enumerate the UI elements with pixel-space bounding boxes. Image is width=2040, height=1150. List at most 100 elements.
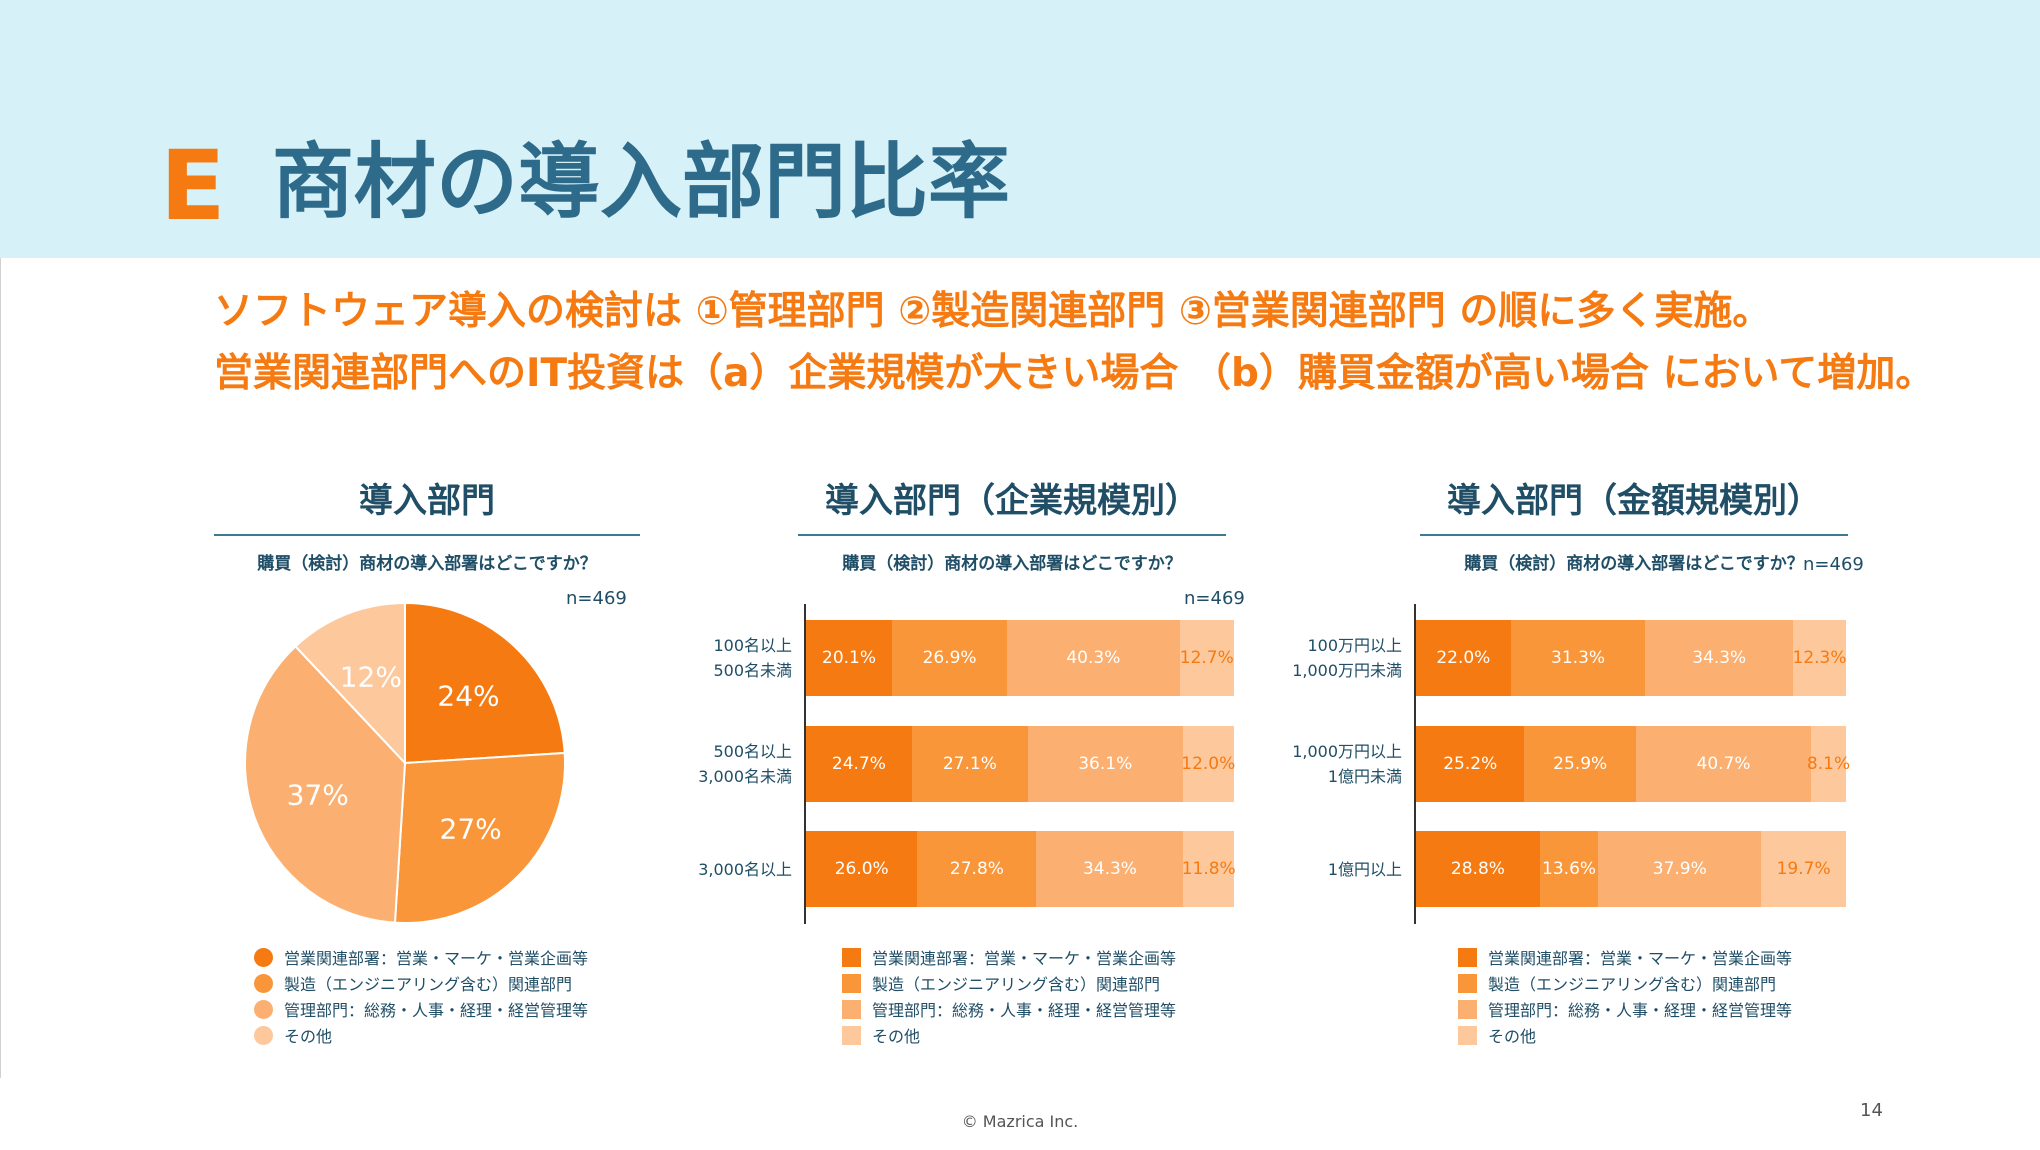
- bar-segment: 20.1%: [806, 620, 893, 696]
- bar-category-label-line: 1,000万円以上: [1292, 742, 1402, 761]
- bar-row: 25.2% 25.9% 40.7% 8.1%: [1416, 726, 1850, 802]
- header-band: [0, 0, 2040, 258]
- bar-row: 22.0% 31.3% 34.3% 12.3%: [1416, 620, 1847, 696]
- legend-label: 製造（エンジニアリング含む）関連部門: [1488, 975, 1777, 994]
- company-size-sample-size: n=469: [1184, 588, 1245, 609]
- bar-category-label: 3,000名以上: [592, 857, 792, 882]
- pie-question: 購買（検討）商材の導入部署はどこですか？: [257, 554, 597, 574]
- pie-legend: 営業関連部署：営業・マーケ・営業企画等 製造（エンジニアリング含む）関連部門 管理部…: [254, 944, 588, 1048]
- legend-item: 営業関連部署：営業・マーケ・営業企画等: [1458, 944, 1792, 970]
- page-edge: [0, 258, 1, 1078]
- amount-size-question: 購買（検討）商材の導入部署はどこですか？: [1464, 554, 1804, 574]
- bar-segment: 40.7%: [1635, 726, 1812, 802]
- legend-label: 管理部門：総務・人事・経理・経営管理等: [872, 1001, 1177, 1020]
- legend-label: 製造（エンジニアリング含む）関連部門: [284, 975, 573, 994]
- amount-size-legend: 営業関連部署：営業・マーケ・営業企画等 製造（エンジニアリング含む）関連部門 管理部…: [1458, 944, 1792, 1048]
- bar-segment: 27.8%: [917, 831, 1037, 907]
- pie-slice-label: 24%: [437, 679, 499, 712]
- pie-slice-label: 37%: [287, 778, 349, 811]
- amount-size-chart-title: 導入部門（金額規模別）: [1447, 481, 1821, 521]
- bar-segment: 25.2%: [1416, 726, 1525, 802]
- bar-category-label: 500名以上 3,000名未満: [592, 739, 792, 789]
- pie-sample-size: n=469: [566, 588, 627, 609]
- legend-swatch: [1458, 999, 1477, 1019]
- page-title: 商材の導入部門比率: [272, 135, 1011, 230]
- section-letter: E: [160, 130, 226, 242]
- bar-segment: 12.0%: [1181, 726, 1235, 802]
- company-size-question: 購買（検討）商材の導入部署はどこですか？: [842, 554, 1182, 574]
- pie-slice-label: 12%: [340, 661, 402, 694]
- bar-segment: 34.3%: [1645, 620, 1794, 696]
- bar-segment: 22.0%: [1416, 620, 1511, 696]
- bar-segment: 12.7%: [1179, 620, 1234, 696]
- bar-row: 28.8% 13.6% 37.9% 19.7%: [1416, 831, 1846, 907]
- bar-row: 26.0% 27.8% 34.3% 11.8%: [806, 831, 1236, 907]
- legend-swatch: [1458, 947, 1477, 967]
- pie-slice: [404, 601, 566, 765]
- lead-line-1: ソフトウェア導入の検討は ①管理部門 ②製造関連部門 ③営業関連部門 の順に多く…: [214, 289, 1772, 334]
- bar-category-label: 100名以上 500名未満: [592, 633, 792, 683]
- legend-swatch: [254, 947, 273, 967]
- bar-segment: 40.3%: [1007, 620, 1180, 696]
- bar-category-label-line: 100名以上: [713, 636, 792, 655]
- legend-item: 管理部門：総務・人事・経理・経営管理等: [254, 996, 588, 1022]
- bar-category-label: 1億円以上: [1202, 857, 1402, 882]
- bar-category-label: 100万円以上 1,000万円未満: [1202, 633, 1402, 683]
- legend-swatch: [254, 999, 273, 1019]
- amount-size-title-rule: [1420, 534, 1848, 536]
- legend-swatch: [254, 1025, 273, 1045]
- legend-label: 営業関連部署：営業・マーケ・営業企画等: [1488, 949, 1793, 968]
- bar-row: 24.7% 27.1% 36.1% 12.0%: [806, 726, 1235, 802]
- pie-chart-title: 導入部門: [359, 481, 495, 521]
- bar-segment: 25.9%: [1524, 726, 1636, 802]
- bar-category-label-line: 3,000名以上: [698, 859, 792, 879]
- bar-segment: 26.9%: [892, 620, 1008, 696]
- bar-category-label-line: 1,000万円未満: [1292, 661, 1402, 680]
- legend-swatch: [254, 973, 273, 993]
- pie-chart: 24% 27% 37% 12%: [244, 601, 566, 924]
- legend-item: 製造（エンジニアリング含む）関連部門: [254, 970, 588, 996]
- company-size-chart-title: 導入部門（企業規模別）: [825, 481, 1199, 521]
- pie-slice: [244, 644, 407, 924]
- legend-item: 製造（エンジニアリング含む）関連部門: [1458, 970, 1792, 996]
- page-number: 14: [1860, 1100, 1883, 1121]
- bar-segment: 31.3%: [1510, 620, 1646, 696]
- amount-size-sample-size: n=469: [1803, 554, 1864, 575]
- bar-segment: 19.7%: [1761, 831, 1846, 907]
- bar-category-label: 1,000万円以上 1億円未満: [1202, 739, 1402, 789]
- legend-label: 営業関連部署：営業・マーケ・営業企画等: [872, 949, 1177, 968]
- legend-label: その他: [1488, 1027, 1537, 1046]
- bar-segment: 13.6%: [1539, 831, 1599, 907]
- bar-category-label-line: 1億円未満: [1327, 767, 1402, 786]
- legend-swatch: [842, 947, 861, 967]
- company-size-legend: 営業関連部署：営業・マーケ・営業企画等 製造（エンジニアリング含む）関連部門 管理部…: [842, 944, 1176, 1048]
- legend-label: その他: [284, 1027, 333, 1046]
- bar-segment: 36.1%: [1027, 726, 1183, 802]
- legend-item: 管理部門：総務・人事・経理・経営管理等: [842, 996, 1176, 1022]
- bar-segment: 37.9%: [1598, 831, 1762, 907]
- legend-swatch: [842, 973, 861, 993]
- legend-item: 管理部門：総務・人事・経理・経営管理等: [1458, 996, 1792, 1022]
- bar-axis: [804, 604, 806, 924]
- legend-item: その他: [254, 1022, 588, 1048]
- bar-segment: 8.1%: [1807, 726, 1850, 802]
- bar-segment: 28.8%: [1416, 831, 1540, 907]
- bar-segment: 34.3%: [1036, 831, 1184, 907]
- pie-slice-label: 27%: [440, 813, 502, 846]
- legend-item: その他: [842, 1022, 1176, 1048]
- legend-swatch: [842, 1025, 861, 1045]
- legend-label: 管理部門：総務・人事・経理・経営管理等: [1488, 1001, 1793, 1020]
- bar-segment: 11.8%: [1182, 831, 1236, 907]
- legend-label: 製造（エンジニアリング含む）関連部門: [872, 975, 1161, 994]
- bar-category-label-line: 500名以上: [713, 742, 792, 761]
- legend-swatch: [842, 999, 861, 1019]
- lead-line-2: 営業関連部門へのIT投資は（a）企業規模が大きい場合 （b）購買金額が高い場合 …: [214, 351, 1935, 396]
- bar-axis: [1414, 604, 1416, 924]
- bar-segment: 26.0%: [806, 831, 918, 907]
- legend-swatch: [1458, 1025, 1477, 1045]
- bar-category-label-line: 500名未満: [713, 661, 792, 680]
- legend-label: その他: [872, 1027, 921, 1046]
- bar-category-label-line: 1億円以上: [1327, 859, 1402, 879]
- legend-item: その他: [1458, 1022, 1792, 1048]
- pie-slice: [393, 751, 566, 924]
